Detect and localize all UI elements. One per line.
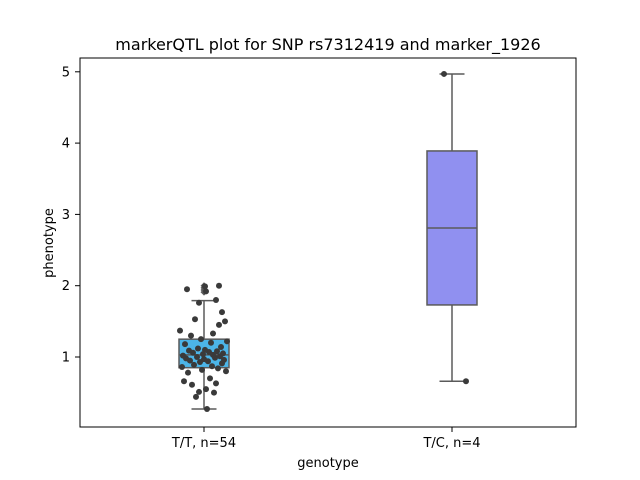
x-axis-label: genotype (297, 456, 358, 471)
data-point (201, 356, 207, 363)
data-point (208, 339, 214, 346)
data-point (224, 338, 230, 345)
data-point (194, 354, 200, 360)
y-tick-label: 2 (62, 279, 70, 294)
data-point (220, 350, 226, 357)
plot-frame (79, 57, 577, 428)
data-point (195, 345, 201, 352)
data-point (204, 406, 210, 413)
data-point (209, 363, 215, 370)
data-point (215, 365, 221, 372)
data-point (213, 380, 219, 387)
data-point (196, 388, 202, 395)
data-point (202, 283, 208, 290)
data-point (216, 282, 222, 289)
data-point (196, 299, 202, 306)
data-point (216, 321, 222, 328)
data-point (221, 356, 227, 363)
data-point (463, 378, 469, 385)
data-point (203, 386, 209, 393)
data-point (180, 352, 186, 359)
data-point (214, 348, 220, 355)
data-point (223, 368, 229, 375)
data-point (179, 363, 185, 370)
x-tick-label: T/C, n=4 (422, 436, 480, 451)
data-point (213, 296, 219, 303)
data-point (189, 381, 195, 388)
data-point (191, 361, 197, 368)
points-layer (177, 70, 469, 413)
data-point (182, 341, 188, 348)
y-tick-label: 3 (62, 208, 70, 223)
data-point (203, 288, 209, 295)
y-tick-label: 5 (62, 65, 70, 80)
data-point (192, 316, 198, 323)
data-point (441, 70, 447, 77)
y-axis-label: phenotype (42, 208, 57, 278)
data-point (202, 346, 208, 353)
data-point (222, 318, 228, 325)
data-point (218, 344, 224, 351)
data-point (181, 378, 187, 385)
data-point (211, 389, 217, 396)
data-point (219, 309, 225, 316)
chart-title: markerQTL plot for SNP rs7312419 and mar… (115, 35, 540, 55)
data-point (188, 332, 194, 339)
data-point (193, 393, 199, 400)
data-point (177, 327, 183, 334)
data-point (198, 336, 204, 343)
data-point (185, 369, 191, 376)
x-tick-label: T/T, n=54 (171, 436, 236, 451)
x-axis: T/T, n=54 T/C, n=4 (171, 427, 481, 451)
y-axis: 1 2 3 4 5 (62, 65, 80, 366)
y-tick-label: 4 (62, 137, 70, 152)
y-tick-label: 1 (62, 351, 70, 366)
data-point (184, 286, 190, 293)
data-point (199, 366, 205, 373)
data-point (186, 347, 192, 354)
data-point (207, 375, 213, 382)
data-point (210, 330, 216, 337)
